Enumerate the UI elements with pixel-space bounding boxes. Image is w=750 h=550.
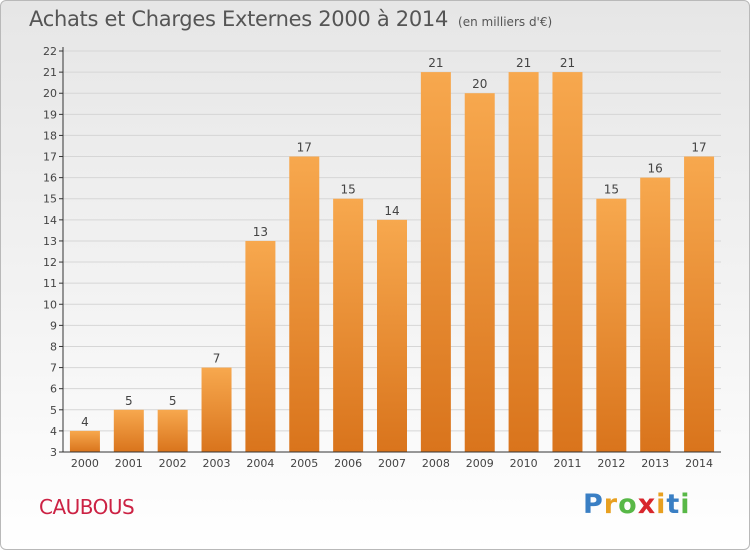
bar — [420, 72, 451, 453]
y-tick-label: 18 — [43, 129, 57, 142]
x-tick-label: 2013 — [641, 457, 669, 470]
logo-letter: P — [583, 489, 604, 520]
y-tick-label: 5 — [50, 404, 57, 417]
logo-letter: i — [680, 489, 691, 520]
bar — [596, 198, 627, 452]
bars: 4 5 5 7 13 17 15 14 21 20 21 21 15 16 17 — [69, 56, 715, 453]
x-tick-label: 2005 — [290, 457, 318, 470]
x-tick-label: 2002 — [159, 457, 187, 470]
bar — [377, 219, 407, 452]
bar — [157, 409, 188, 452]
logo-letter: r — [603, 489, 619, 520]
y-tick-label: 17 — [43, 151, 57, 164]
x-tick-label: 2008 — [422, 457, 450, 470]
x-tick-label: 2001 — [115, 457, 143, 470]
data-label: 5 — [125, 394, 133, 408]
x-tick-label: 2004 — [246, 457, 274, 470]
data-label: 15 — [340, 183, 355, 197]
chart-title-text: Achats et Charges Externes 2000 à 2014 — [29, 7, 449, 31]
data-label: 21 — [428, 56, 443, 70]
data-label: 13 — [253, 225, 268, 239]
y-tick-label: 7 — [50, 362, 57, 375]
y-tick-label: 9 — [50, 319, 57, 332]
logo-letter: t — [666, 489, 681, 520]
x-tick-label: 2006 — [334, 457, 362, 470]
bar — [333, 198, 364, 452]
bar — [289, 156, 320, 453]
axes: 3 4 5 6 7 8 9 10 11 12 13 14 15 16 17 18 19 20 21 22 2000 200… — [43, 45, 721, 470]
data-label: 21 — [516, 56, 531, 70]
bar — [684, 156, 715, 453]
y-tick-label: 13 — [43, 235, 57, 248]
data-label: 21 — [560, 56, 575, 70]
bar — [245, 240, 276, 452]
data-label: 4 — [81, 415, 89, 429]
bar — [69, 430, 100, 452]
y-tick-label: 21 — [43, 66, 57, 79]
y-tick-label: 6 — [50, 383, 57, 396]
x-tick-label: 2010 — [510, 457, 538, 470]
y-tick-label: 15 — [43, 193, 57, 206]
y-tick-label: 4 — [50, 425, 57, 438]
x-tick-label: 2000 — [71, 457, 99, 470]
bar — [640, 177, 671, 452]
y-tick-label: 16 — [43, 172, 57, 185]
y-tick-label: 20 — [43, 87, 57, 100]
data-label: 17 — [297, 141, 312, 155]
data-label: 5 — [169, 394, 177, 408]
y-tick-label: 10 — [43, 298, 57, 311]
bar — [464, 93, 495, 453]
y-tick-label: 12 — [43, 256, 57, 269]
chart-title: Achats et Charges Externes 2000 à 2014 (e… — [29, 7, 552, 31]
y-tick-label: 11 — [43, 277, 57, 290]
x-tick-label: 2014 — [685, 457, 713, 470]
bar — [113, 409, 144, 452]
proxiti-logo: Proxiti — [583, 489, 691, 520]
y-tick-label: 3 — [50, 446, 57, 459]
bar — [201, 367, 232, 452]
bar — [508, 72, 539, 453]
y-tick-label: 14 — [43, 214, 57, 227]
x-tick-label: 2009 — [466, 457, 494, 470]
x-tick-label: 2003 — [203, 457, 231, 470]
data-label: 7 — [213, 352, 221, 366]
chart-subtitle: (en milliers d'€) — [458, 15, 553, 29]
x-tick-label: 2012 — [597, 457, 625, 470]
logo-letter: o — [618, 489, 638, 520]
x-tick-label: 2011 — [553, 457, 581, 470]
data-label: 17 — [691, 141, 706, 155]
y-tick-label: 22 — [43, 45, 57, 58]
data-label: 15 — [604, 183, 619, 197]
logo-letter: x — [637, 489, 657, 520]
data-label: 16 — [648, 162, 663, 176]
data-label: 20 — [472, 77, 487, 91]
x-tick-label: 2007 — [378, 457, 406, 470]
y-tick-label: 19 — [43, 108, 57, 121]
data-label: 14 — [384, 204, 399, 218]
y-tick-label: 8 — [50, 340, 57, 353]
bar — [552, 72, 583, 453]
logo-letter: i — [656, 489, 667, 520]
commune-name: CAUBOUS — [39, 495, 135, 519]
